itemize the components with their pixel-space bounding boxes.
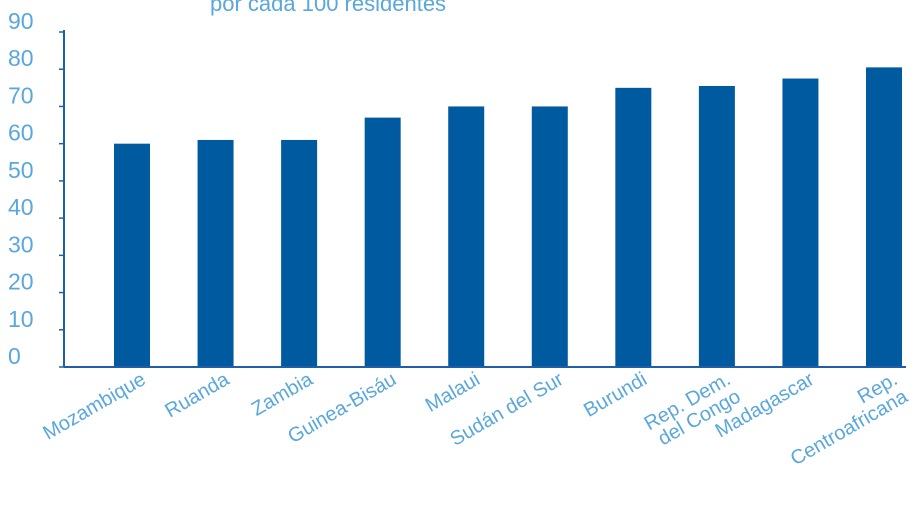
y-tick-label: 50 (8, 157, 34, 183)
bar (866, 67, 902, 367)
bar (114, 143, 150, 367)
x-tick-label: Mozambique (39, 368, 149, 444)
bar (531, 106, 568, 367)
bar (615, 87, 652, 367)
y-tick-label: 30 (8, 231, 34, 257)
y-tick-label: 90 (8, 8, 34, 34)
bar (448, 106, 485, 367)
x-tick-label: Zambia (248, 368, 318, 421)
bar (364, 117, 401, 367)
bar (197, 139, 234, 367)
y-tick-label: 80 (8, 45, 34, 71)
y-axis: 0 10 20 30 40 50 60 70 80 90 (8, 8, 64, 369)
x-tick-label: Burundi (580, 368, 651, 422)
y-tick-label: 0 (8, 343, 21, 369)
x-tick-label: Malaui (422, 368, 484, 417)
bar (281, 139, 318, 367)
y-tick-label: 60 (8, 120, 34, 146)
bar (698, 85, 735, 367)
bars (114, 67, 902, 368)
y-tick-label: 20 (8, 269, 34, 295)
y-tick-label: 70 (8, 82, 34, 108)
y-tick-label: 10 (8, 306, 34, 332)
bar (782, 78, 819, 368)
y-tick-label: 40 (8, 194, 34, 220)
chart-subtitle: por cada 100 residentes (210, 0, 446, 16)
x-tick-label: Rep. Dem.del Congo (641, 368, 745, 452)
x-tick-label: Ruanda (161, 368, 233, 423)
